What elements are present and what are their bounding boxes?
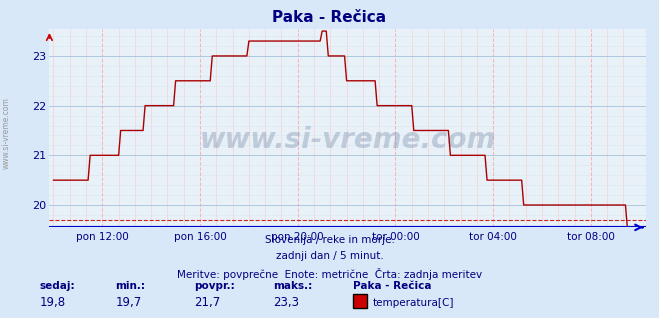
Text: 19,7: 19,7	[115, 296, 142, 309]
Text: sedaj:: sedaj:	[40, 281, 75, 291]
Text: povpr.:: povpr.:	[194, 281, 235, 291]
Text: min.:: min.:	[115, 281, 146, 291]
Text: temperatura[C]: temperatura[C]	[372, 298, 454, 308]
Text: www.si-vreme.com: www.si-vreme.com	[2, 98, 11, 169]
Text: 21,7: 21,7	[194, 296, 221, 309]
Text: 19,8: 19,8	[40, 296, 66, 309]
Text: Paka - Rečica: Paka - Rečica	[272, 10, 387, 25]
Text: maks.:: maks.:	[273, 281, 313, 291]
Text: Paka - Rečica: Paka - Rečica	[353, 281, 431, 291]
Text: 23,3: 23,3	[273, 296, 299, 309]
Text: Slovenija / reke in morje.: Slovenija / reke in morje.	[264, 235, 395, 245]
Text: Meritve: povprečne  Enote: metrične  Črta: zadnja meritev: Meritve: povprečne Enote: metrične Črta:…	[177, 268, 482, 280]
Text: www.si-vreme.com: www.si-vreme.com	[200, 126, 496, 154]
Text: zadnji dan / 5 minut.: zadnji dan / 5 minut.	[275, 251, 384, 261]
